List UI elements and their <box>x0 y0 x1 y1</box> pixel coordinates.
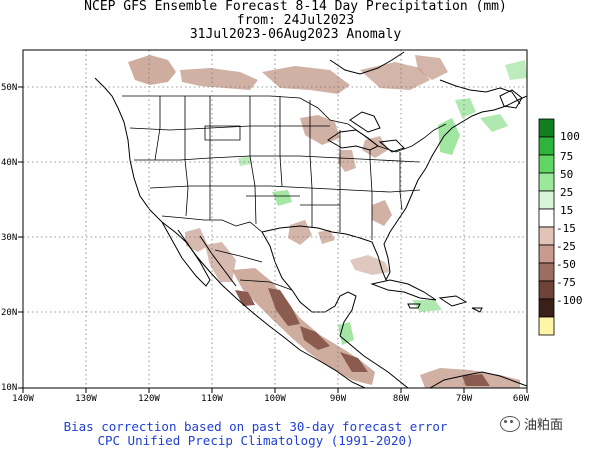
legend-swatch <box>538 226 555 246</box>
x-tick-label: 120W <box>138 394 160 404</box>
legend-label: -100 <box>556 294 583 307</box>
map-title-line2: from: 24Jul2023 <box>236 13 355 28</box>
legend-swatch <box>538 262 555 282</box>
x-tick-label: 60W <box>513 394 530 404</box>
x-tick-label: 110W <box>201 394 223 404</box>
wechat-icon <box>500 415 520 432</box>
legend-label: -50 <box>556 258 576 271</box>
legend-swatch <box>538 208 555 228</box>
map-title-line1: NCEP GFS Ensemble Forecast 8-14 Day Prec… <box>84 0 507 14</box>
axis-ticks <box>18 86 528 393</box>
country-state-borders <box>122 95 447 291</box>
watermark: 油粕面 <box>500 414 563 433</box>
legend-swatch <box>538 316 555 336</box>
legend-label: 15 <box>560 204 573 217</box>
x-tick-label: 130W <box>75 394 97 404</box>
x-tick-label: 70W <box>456 394 473 404</box>
x-tick-label: 80W <box>393 394 410 404</box>
wet-anomaly-areas <box>238 60 527 345</box>
map-background <box>23 50 527 388</box>
strong-dry-anomaly-areas <box>235 288 490 386</box>
legend-label: 100 <box>560 130 580 143</box>
legend-swatch <box>538 298 555 318</box>
y-tick-label: 10N <box>1 383 17 393</box>
legend-label: 75 <box>560 150 573 163</box>
y-tick-label: 30N <box>1 233 17 243</box>
legend-swatch <box>538 244 555 264</box>
legend-swatch <box>538 136 555 156</box>
legend-label: -15 <box>556 222 576 235</box>
x-tick-label: 90W <box>330 394 347 404</box>
footer-line2: CPC Unified Precip Climatology (1991-202… <box>97 433 414 448</box>
y-tick-label: 20N <box>1 308 17 318</box>
legend-swatch <box>538 172 555 192</box>
legend-swatch <box>538 280 555 300</box>
legend-swatch <box>538 118 555 138</box>
legend-swatch <box>538 190 555 210</box>
legend-swatch <box>538 154 555 174</box>
x-tick-label: 140W <box>12 394 34 404</box>
legend-labels: 100 75 50 25 15 -15 -25 -50 -75 -100 <box>556 130 583 307</box>
legend-colorbar <box>538 118 555 336</box>
legend-label: -25 <box>556 240 576 253</box>
map-title-line3: 31Jul2023-06Aug2023 Anomaly <box>189 27 402 42</box>
y-tick-label: 40N <box>1 158 17 168</box>
y-tick-label: 50N <box>1 83 17 93</box>
legend-label: 25 <box>560 186 573 199</box>
footer-line1: Bias correction based on past 30-day for… <box>63 419 448 434</box>
x-tick-label: 100W <box>264 394 286 404</box>
legend-label: -75 <box>556 276 576 289</box>
legend-label: 50 <box>560 168 573 181</box>
graticule <box>23 50 527 388</box>
watermark-text: 油粕面 <box>524 418 564 433</box>
